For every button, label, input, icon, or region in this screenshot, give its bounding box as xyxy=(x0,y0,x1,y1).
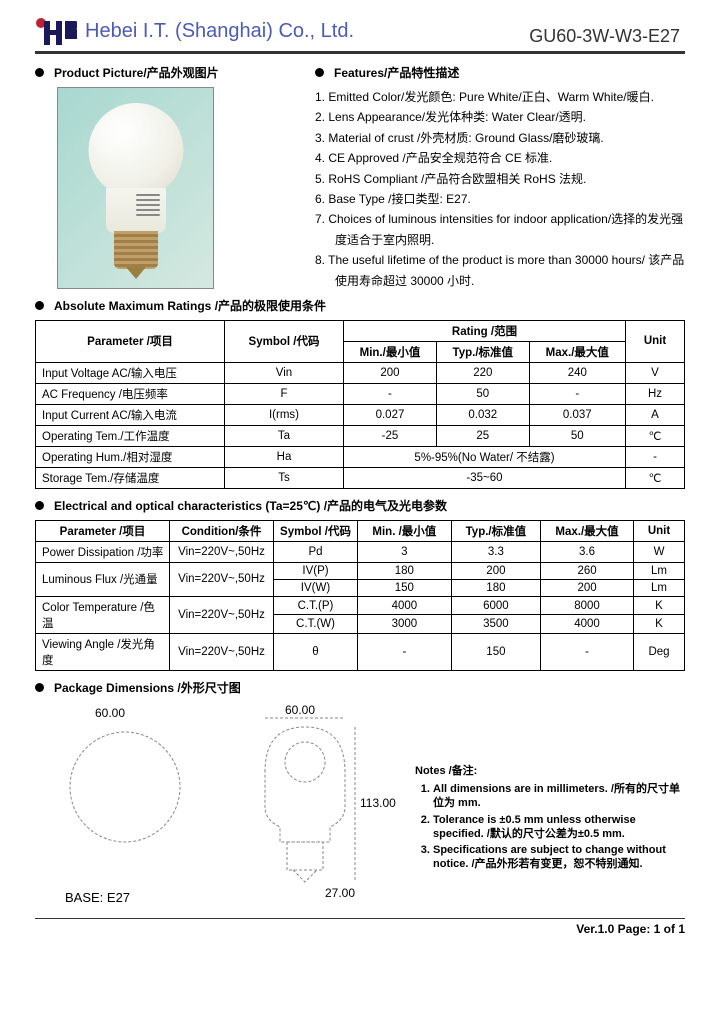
product-image xyxy=(57,87,214,289)
feature-item: 7. Choices of luminous intensities for i… xyxy=(315,209,685,250)
dimension-notes: Notes /备注: All dimensions are in millime… xyxy=(415,702,685,874)
svg-text:60.00: 60.00 xyxy=(285,703,315,717)
product-picture-title: Product Picture/产品外观图片 xyxy=(35,64,295,81)
svg-text:BASE: E27: BASE: E27 xyxy=(65,890,130,905)
table-row: Viewing Angle /发光角度Vin=220V~,50Hzθ-150-D… xyxy=(36,633,685,670)
table-row: Input Current AC/输入电流I(rms)0.0270.0320.0… xyxy=(36,404,685,425)
features-title: Features/产品特性描述 xyxy=(315,64,685,81)
page-header: Hebei I.T. (Shanghai) Co., Ltd. GU60-3W-… xyxy=(35,15,685,47)
table-row: Operating Tem./工作温度Ta-252550℃ xyxy=(36,425,685,446)
dimension-front-view: 60.00 BASE: E27 xyxy=(35,702,215,912)
electrical-table: Parameter /项目 Condition/条件 Symbol /代码 Mi… xyxy=(35,520,685,671)
feature-item: 1. Emitted Color/发光颜色: Pure White/正白、War… xyxy=(315,87,685,107)
table-row: Power Dissipation /功率Vin=220V~,50HzPd33.… xyxy=(36,541,685,562)
table-row: Input Voltage AC/输入电压Vin200220240V xyxy=(36,362,685,383)
svg-text:27.00: 27.00 xyxy=(325,886,355,900)
table-row: Luminous Flux /光通量Vin=220V~,50HzIV(P)180… xyxy=(36,562,685,579)
table-row: Storage Tem./存储温度Ts-35~60℃ xyxy=(36,467,685,488)
note-item: All dimensions are in millimeters. /所有的尺… xyxy=(433,782,685,811)
ratings-title: Absolute Maximum Ratings /产品的极限使用条件 xyxy=(35,297,685,314)
company-logo-icon xyxy=(35,15,77,47)
ratings-table: Parameter /项目 Symbol /代码 Rating /范围 Unit… xyxy=(35,320,685,489)
features-list: 1. Emitted Color/发光颜色: Pure White/正白、War… xyxy=(315,87,685,291)
note-item: Tolerance is ±0.5 mm unless otherwise sp… xyxy=(433,813,685,842)
feature-item: 2. Lens Appearance/发光体种类: Water Clear/透明… xyxy=(315,107,685,127)
feature-item: 8. The useful lifetime of the product is… xyxy=(315,250,685,291)
dimensions-title: Package Dimensions /外形尺寸图 xyxy=(35,679,685,696)
note-item: Specifications are subject to change wit… xyxy=(433,843,685,872)
feature-item: 6. Base Type /接口类型: E27. xyxy=(315,189,685,209)
table-row: Operating Hum./相对湿度Ha5%-95%(No Water/ 不结… xyxy=(36,446,685,467)
feature-item: 3. Material of crust /外壳材质: Ground Glass… xyxy=(315,128,685,148)
header-divider xyxy=(35,51,685,54)
model-number: GU60-3W-W3-E27 xyxy=(529,26,680,47)
svg-text:60.00: 60.00 xyxy=(95,706,125,720)
feature-item: 4. CE Approved /产品安全规范符合 CE 标准. xyxy=(315,148,685,168)
table-row: AC Frequency /电压频率F-50-Hz xyxy=(36,383,685,404)
electrical-title: Electrical and optical characteristics (… xyxy=(35,497,685,514)
dimension-side-view: 60.00 113.00 27.00 xyxy=(225,702,405,912)
package-dimensions: 60.00 BASE: E27 60.00 113.00 27.00 Notes… xyxy=(35,702,685,912)
page-footer: Ver.1.0 Page: 1 of 1 xyxy=(35,918,685,936)
company-name: Hebei I.T. (Shanghai) Co., Ltd. xyxy=(85,20,354,43)
svg-text:113.00: 113.00 xyxy=(360,796,396,810)
table-row: Color Temperature /色温Vin=220V~,50HzC.T.(… xyxy=(36,596,685,615)
feature-item: 5. RoHS Compliant /产品符合欧盟相关 RoHS 法规. xyxy=(315,169,685,189)
